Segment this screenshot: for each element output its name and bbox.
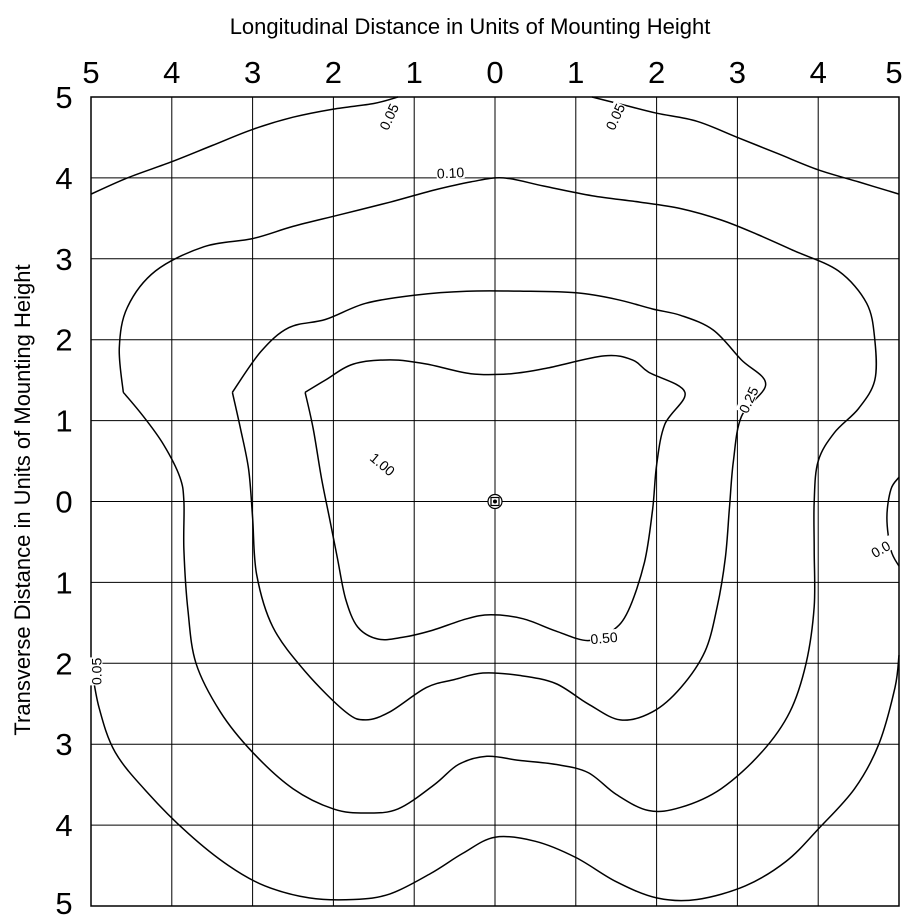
y-tick-label: 3 <box>55 242 72 277</box>
contour-lines <box>90 96 900 902</box>
y-tick-label: 0 <box>55 485 72 520</box>
contour-line <box>118 177 878 814</box>
contour-label-bg <box>375 100 401 133</box>
x-tick-label: 1 <box>406 55 423 90</box>
grid <box>90 96 900 907</box>
x-tick-label: 3 <box>729 55 746 90</box>
contour-line <box>591 96 900 195</box>
x-tick-label: 5 <box>82 55 99 90</box>
x-tick-label: 4 <box>810 55 827 90</box>
contour-line <box>90 655 900 902</box>
y-axis-label: Transverse Distance in Units of Mounting… <box>10 264 35 735</box>
y-tick-label: 1 <box>55 404 72 439</box>
x-tick-label: 5 <box>885 55 902 90</box>
contour-line <box>231 290 767 721</box>
x-tick-label: 0 <box>486 55 503 90</box>
contour-labels: 1.000.500.250.100.05 0.050.050.0 <box>88 100 896 686</box>
x-tick-label: 1 <box>567 55 584 90</box>
x-tick-label: 2 <box>325 55 342 90</box>
y-tick-label: 4 <box>55 161 72 196</box>
contour-label-bg <box>602 100 627 133</box>
contour-label-bg <box>735 383 760 416</box>
y-tick-labels: 5 4 3 2 1 0 1 2 3 4 5 <box>55 80 72 917</box>
y-tick-label: 5 <box>55 886 72 917</box>
luminaire-marker <box>487 493 503 510</box>
contour-label-bg <box>589 628 619 646</box>
plot-frame <box>90 96 900 907</box>
x-axis-label: Longitudinal Distance in Units of Mounti… <box>230 14 711 39</box>
contour-label: 0.05 <box>88 658 104 685</box>
y-tick-label: 1 <box>55 565 72 600</box>
contour-line <box>304 354 686 642</box>
y-tick-label: 5 <box>55 80 72 115</box>
contour-label-bg <box>436 164 465 180</box>
y-tick-label: 2 <box>55 646 72 681</box>
contour-label-bg <box>367 449 399 478</box>
contour-line <box>886 476 900 567</box>
contour-label: 0.10 <box>436 164 464 181</box>
contour-label-bg <box>88 657 103 686</box>
x-tick-label: 3 <box>244 55 261 90</box>
y-tick-label: 2 <box>55 323 72 358</box>
x-tick-label: 2 <box>648 55 665 90</box>
y-tick-label: 3 <box>55 727 72 762</box>
x-tick-labels: 5 4 3 2 1 0 1 2 3 4 5 <box>82 55 902 90</box>
contour-label: 0.50 <box>590 629 619 647</box>
luminaire-center <box>493 499 497 504</box>
y-tick-label: 4 <box>55 808 72 843</box>
contour-label-bg <box>864 535 896 562</box>
x-tick-label: 4 <box>163 55 180 90</box>
contour-line <box>90 96 399 195</box>
